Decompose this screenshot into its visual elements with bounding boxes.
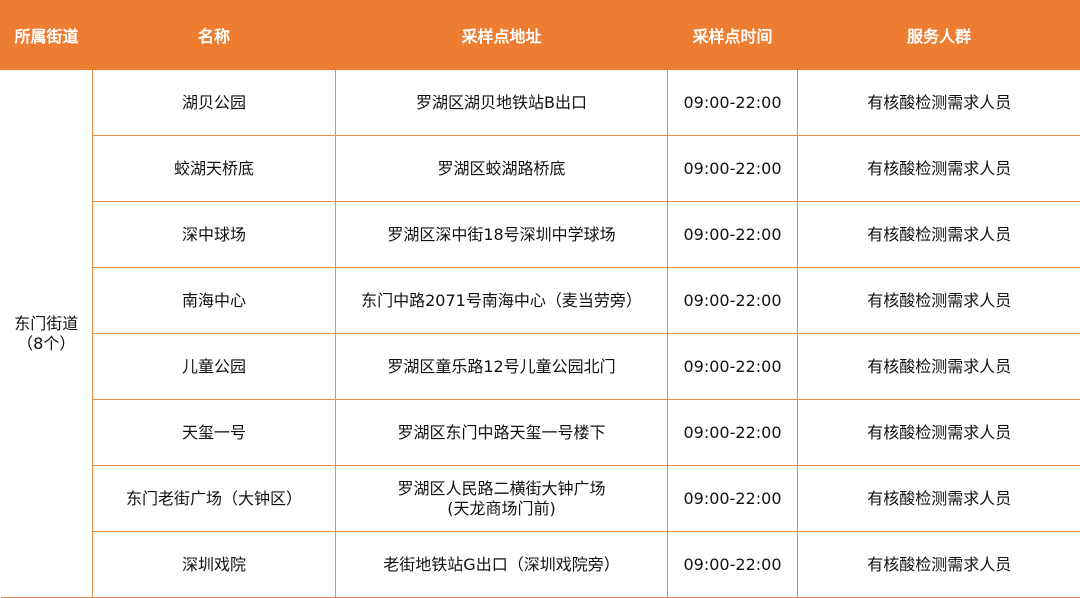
site-name: 天玺一号 xyxy=(93,400,336,466)
address-line: 罗湖区深中街18号深圳中学球场 xyxy=(387,225,615,244)
service-group: 有核酸检测需求人员 xyxy=(798,334,1080,400)
service-group: 有核酸检测需求人员 xyxy=(798,532,1080,598)
site-name: 蛟湖天桥底 xyxy=(93,136,336,202)
service-group: 有核酸检测需求人员 xyxy=(798,202,1080,268)
site-time: 09:00-22:00 xyxy=(668,400,798,466)
header-group: 服务人群 xyxy=(798,1,1080,70)
site-time: 09:00-22:00 xyxy=(668,334,798,400)
site-name: 深中球场 xyxy=(93,202,336,268)
site-address: 东门中路2071号南海中心（麦当劳旁） xyxy=(336,268,668,334)
site-address: 罗湖区深中街18号深圳中学球场 xyxy=(336,202,668,268)
table-row: 东门老街广场（大钟区）罗湖区人民路二横街大钟广场(天龙商场门前)09:00-22… xyxy=(1,466,1080,532)
site-time: 09:00-22:00 xyxy=(668,532,798,598)
address-line: 东门中路2071号南海中心（麦当劳旁） xyxy=(361,291,642,310)
address-line: 罗湖区蛟湖路桥底 xyxy=(437,159,565,178)
service-group: 有核酸检测需求人员 xyxy=(798,70,1080,136)
site-name: 儿童公园 xyxy=(93,334,336,400)
service-group: 有核酸检测需求人员 xyxy=(798,268,1080,334)
address-line: 老街地铁站G出口（深圳戏院旁） xyxy=(383,555,619,574)
site-time: 09:00-22:00 xyxy=(668,466,798,532)
service-group: 有核酸检测需求人员 xyxy=(798,136,1080,202)
site-time: 09:00-22:00 xyxy=(668,202,798,268)
site-name: 南海中心 xyxy=(93,268,336,334)
address-line: 罗湖区东门中路天玺一号楼下 xyxy=(397,423,605,442)
service-group: 有核酸检测需求人员 xyxy=(798,400,1080,466)
address-line: 罗湖区湖贝地铁站B出口 xyxy=(416,93,587,112)
header-district: 所属街道 xyxy=(1,1,93,70)
site-name: 东门老街广场（大钟区） xyxy=(93,466,336,532)
district-cell: 东门街道（8个） xyxy=(1,70,93,598)
site-address: 罗湖区东门中路天玺一号楼下 xyxy=(336,400,668,466)
header-time: 采样点时间 xyxy=(668,1,798,70)
address-line: 罗湖区人民路二横街大钟广场 xyxy=(397,479,605,498)
district-name: 东门街道 xyxy=(14,314,78,333)
service-group: 有核酸检测需求人员 xyxy=(798,466,1080,532)
site-name: 湖贝公园 xyxy=(93,70,336,136)
address-line-2: (天龙商场门前) xyxy=(447,499,556,518)
site-address: 老街地铁站G出口（深圳戏院旁） xyxy=(336,532,668,598)
address-line: 罗湖区童乐路12号儿童公园北门 xyxy=(387,357,615,376)
header-address: 采样点地址 xyxy=(336,1,668,70)
site-address: 罗湖区蛟湖路桥底 xyxy=(336,136,668,202)
site-address: 罗湖区湖贝地铁站B出口 xyxy=(336,70,668,136)
header-name: 名称 xyxy=(93,1,336,70)
district-count: （8个） xyxy=(17,334,75,353)
site-address: 罗湖区人民路二横街大钟广场(天龙商场门前) xyxy=(336,466,668,532)
site-time: 09:00-22:00 xyxy=(668,70,798,136)
site-name: 深圳戏院 xyxy=(93,532,336,598)
site-address: 罗湖区童乐路12号儿童公园北门 xyxy=(336,334,668,400)
header-row: 所属街道 名称 采样点地址 采样点时间 服务人群 xyxy=(1,1,1080,70)
site-time: 09:00-22:00 xyxy=(668,136,798,202)
site-time: 09:00-22:00 xyxy=(668,268,798,334)
